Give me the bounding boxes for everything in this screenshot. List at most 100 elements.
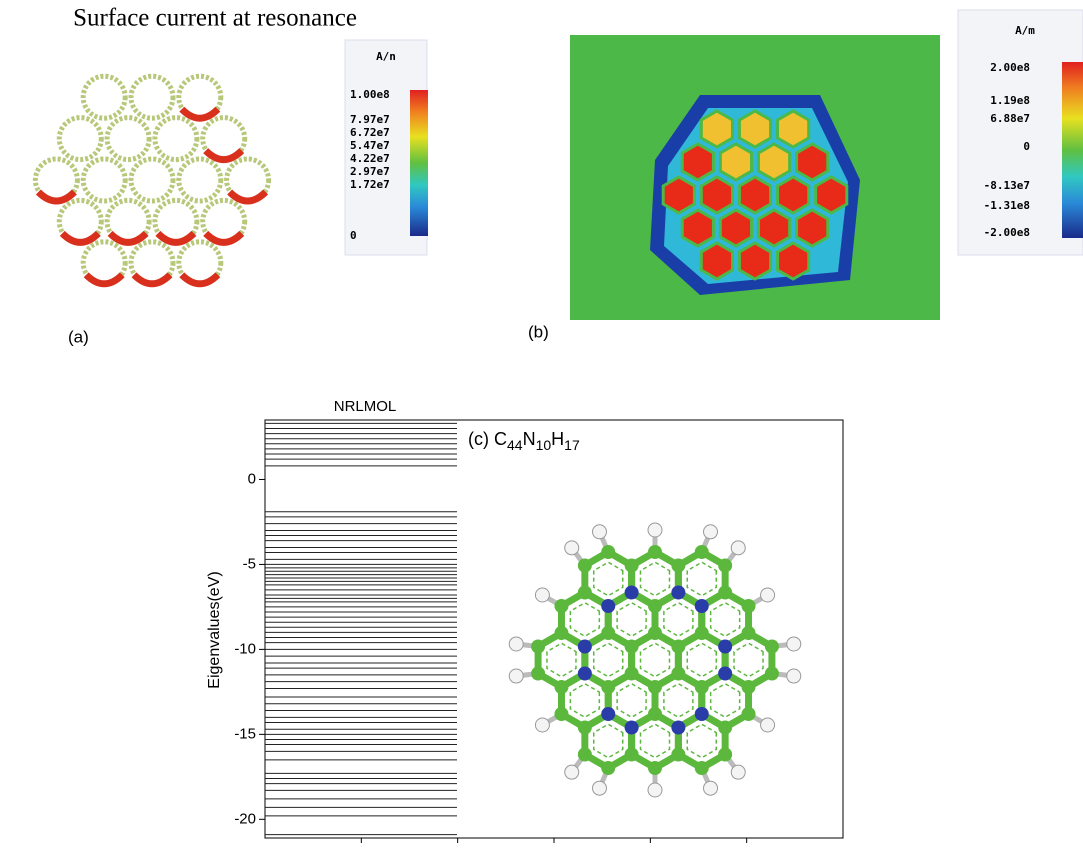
- y-tick-label: -20: [234, 810, 256, 827]
- atom: [648, 626, 662, 640]
- aromatic-ring: [687, 562, 716, 595]
- atom: [671, 748, 685, 762]
- field-hex: [797, 144, 828, 180]
- atom: [671, 586, 685, 600]
- aromatic-ring: [641, 724, 670, 757]
- colorbar-label: -2.00e8: [984, 226, 1030, 239]
- panel-a: Surface current at resonance A/n (a) 1.0…: [35, 5, 428, 347]
- colorbar-label: 1.19e8: [990, 94, 1030, 107]
- panel-label: (a): [68, 327, 89, 346]
- aromatic-ring: [664, 603, 693, 636]
- aromatic-ring: [664, 684, 693, 717]
- aromatic-ring: [547, 643, 576, 676]
- current-ring: [179, 159, 221, 201]
- field-hex: [720, 144, 751, 180]
- colorbar-label: 6.72e7: [350, 126, 390, 139]
- field-hex: [663, 177, 694, 213]
- atom: [554, 599, 568, 613]
- atom: [531, 667, 545, 681]
- colorbar-unit: A/m: [1015, 24, 1035, 37]
- atom: [671, 559, 685, 573]
- aromatic-ring: [711, 684, 740, 717]
- atom: [531, 640, 545, 654]
- atom: [625, 586, 639, 600]
- atom: [601, 761, 615, 775]
- hydrogen: [592, 781, 606, 795]
- atom: [765, 640, 779, 654]
- atom: [742, 707, 756, 721]
- atom: [578, 721, 592, 735]
- hydrogen: [731, 765, 745, 779]
- current-ring: [83, 76, 125, 118]
- current-ring: [155, 118, 197, 160]
- atom: [718, 640, 732, 654]
- colorbar-label: 0: [1023, 140, 1030, 153]
- atom: [742, 626, 756, 640]
- atom: [601, 545, 615, 559]
- atom: [695, 599, 709, 613]
- atom: [671, 640, 685, 654]
- colorbar-label: 0: [350, 229, 357, 242]
- element: N: [523, 429, 536, 449]
- atom: [718, 586, 732, 600]
- atom: [648, 707, 662, 721]
- atom: [625, 559, 639, 573]
- field-hex: [701, 177, 732, 213]
- atom: [671, 667, 685, 681]
- count: 10: [536, 437, 552, 453]
- aromatic-ring: [570, 603, 599, 636]
- colorbar-label: 5.47e7: [350, 139, 390, 152]
- colorbar-label: 1.72e7: [350, 178, 390, 191]
- atom: [718, 748, 732, 762]
- aromatic-ring: [617, 603, 646, 636]
- atom: [554, 707, 568, 721]
- aromatic-ring: [570, 684, 599, 717]
- hydrogen: [761, 588, 775, 602]
- atom: [578, 748, 592, 762]
- panel-c: NRLMOL Eigenvalues(eV) (c) C44N10H17 0-5…: [206, 398, 843, 843]
- atom: [554, 680, 568, 694]
- hydrogen: [509, 637, 523, 651]
- field-hex: [701, 243, 732, 279]
- atom: [695, 626, 709, 640]
- field-hex: [682, 144, 713, 180]
- ring: [725, 633, 772, 687]
- figure: Surface current at resonance A/n (a) 1.0…: [0, 0, 1083, 843]
- count: 17: [564, 437, 580, 453]
- panel-b: A/m (b) 2.00e81.19e86.88e70-8.13e7-1.31e…: [528, 10, 1083, 341]
- current-ring: [83, 159, 125, 201]
- atom: [695, 545, 709, 559]
- y-tick-label: 0: [248, 470, 256, 487]
- hydrogen: [535, 718, 549, 732]
- atom: [578, 586, 592, 600]
- colorbar-label: 4.22e7: [350, 152, 390, 165]
- hydrogen: [592, 525, 606, 539]
- colorbar-label: 6.88e7: [990, 112, 1030, 125]
- atom: [648, 545, 662, 559]
- current-ring: [131, 159, 173, 201]
- aromatic-ring: [594, 562, 623, 595]
- field-hex: [701, 111, 732, 147]
- colorbar-label: 2.97e7: [350, 165, 390, 178]
- atom: [742, 599, 756, 613]
- panel-label: (b): [528, 322, 549, 341]
- chart-title: NRLMOL: [334, 398, 397, 415]
- atom: [578, 559, 592, 573]
- atom: [742, 680, 756, 694]
- field-hex: [778, 177, 809, 213]
- atom: [625, 748, 639, 762]
- atom: [601, 626, 615, 640]
- field-hex: [816, 177, 847, 213]
- hydrogen: [648, 523, 662, 537]
- field-hex: [720, 210, 751, 246]
- colorbar-label: 2.00e8: [990, 61, 1030, 74]
- annotation: (c) C44N10H17: [468, 429, 580, 453]
- atom: [695, 761, 709, 775]
- aromatic-ring: [594, 643, 623, 676]
- element: C: [494, 429, 507, 449]
- y-tick-label: -15: [234, 725, 256, 742]
- colorbar: [410, 90, 428, 236]
- field-hex: [739, 111, 770, 147]
- atom: [578, 640, 592, 654]
- hydrogen: [648, 783, 662, 797]
